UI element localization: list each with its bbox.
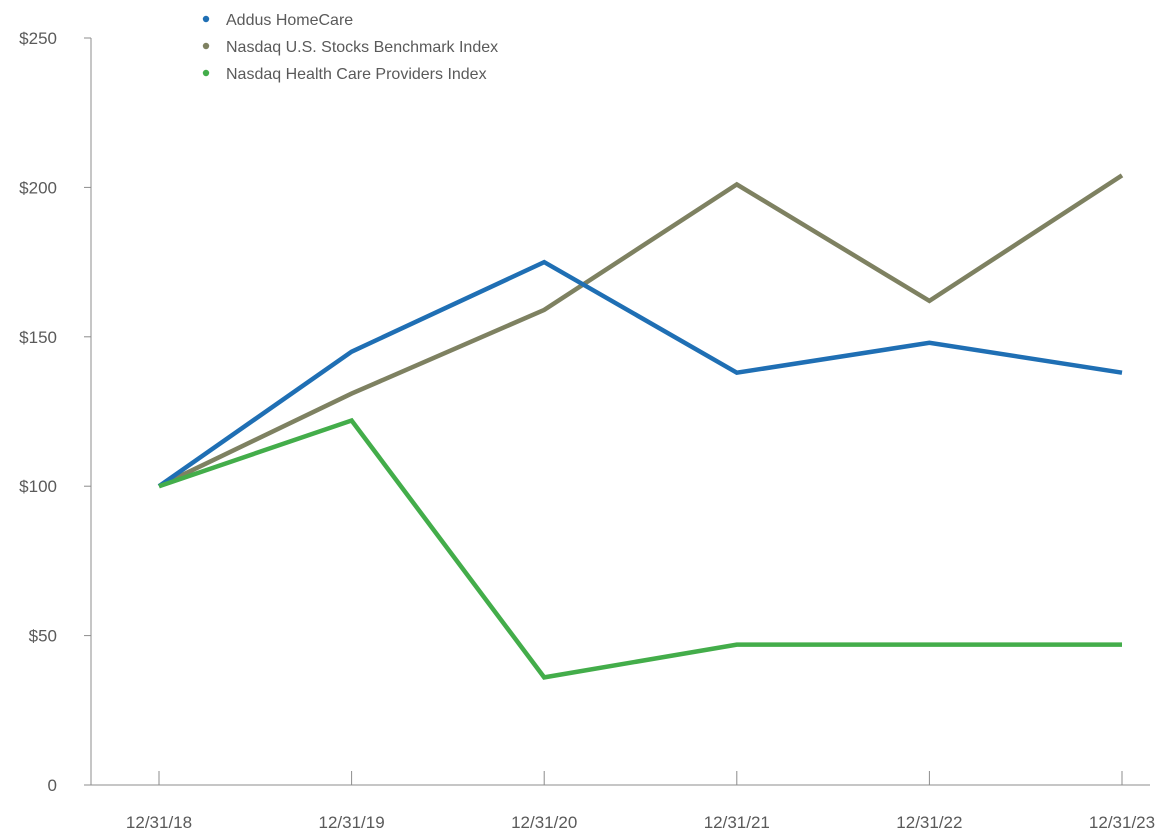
series-line-1 [158, 173, 1124, 489]
y-tick-label: $150 [19, 328, 57, 347]
legend: Addus HomeCare Nasdaq U.S. Stocks Benchma… [202, 12, 498, 83]
y-tick-label: 0 [48, 776, 57, 795]
y-tick-label: $200 [19, 178, 57, 197]
legend-label: Nasdaq U.S. Stocks Benchmark Index [226, 39, 498, 56]
series-line-0 [157, 259, 1123, 489]
legend-marker [202, 42, 210, 50]
y-tick-label: $250 [19, 29, 57, 48]
legend-marker [202, 69, 210, 77]
x-tick-label: 12/31/20 [511, 813, 577, 832]
x-tick-label: 12/31/19 [319, 813, 385, 832]
x-tick-label: 12/31/21 [704, 813, 770, 832]
legend-label: Addus HomeCare [226, 12, 353, 29]
x-tick-label: 12/31/23 [1089, 813, 1155, 832]
y-tick-label: $50 [29, 627, 57, 646]
legend-label: Nasdaq Health Care Providers Index [226, 66, 487, 83]
y-tick-label: $100 [19, 477, 57, 496]
x-tick-label: 12/31/22 [896, 813, 962, 832]
y-axis-ticks: 0 $50 $100 $150 $200 $250 [19, 29, 91, 795]
legend-marker [202, 15, 210, 23]
series-line-2 [158, 417, 1122, 680]
x-tick-label: 12/31/18 [126, 813, 192, 832]
axes [90, 38, 1150, 786]
series-lines [157, 173, 1124, 680]
x-axis-ticks: 12/31/18 12/31/19 12/31/20 12/31/21 12/31/22… [126, 771, 1155, 832]
